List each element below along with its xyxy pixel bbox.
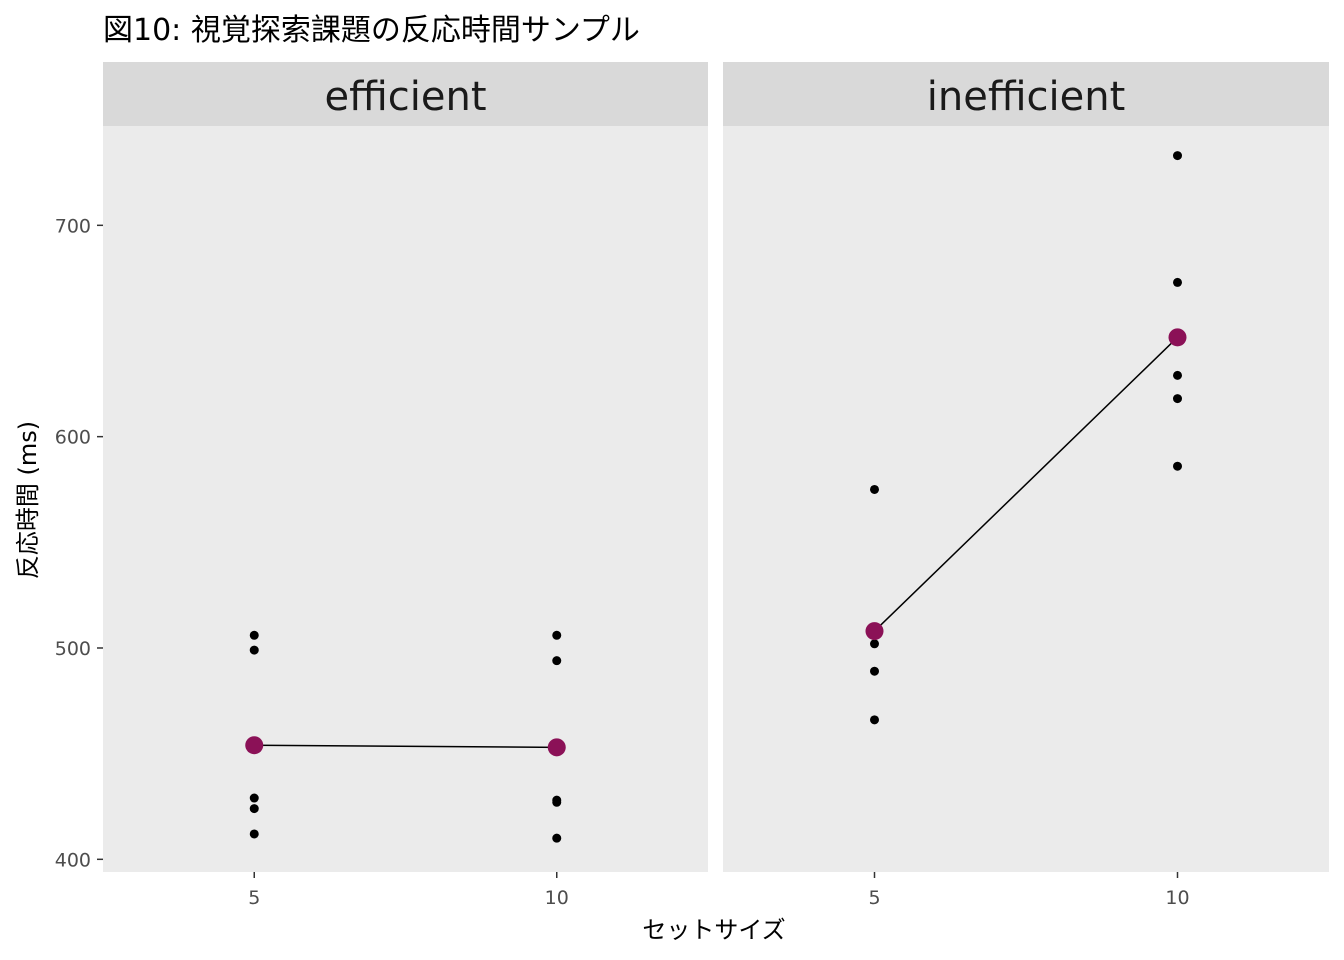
data-point bbox=[870, 484, 879, 494]
data-point bbox=[552, 630, 562, 640]
data-point bbox=[552, 656, 562, 666]
y-tick-label: 400 bbox=[55, 849, 91, 871]
x-tick-label: 10 bbox=[1165, 887, 1189, 909]
data-point bbox=[552, 797, 562, 807]
y-tick-label: 600 bbox=[55, 427, 91, 449]
x-tick-label: 5 bbox=[868, 887, 880, 909]
strip-inefficient bbox=[723, 62, 1329, 126]
y-axis: 400 500 600 700 bbox=[55, 215, 103, 871]
x-tick-label: 5 bbox=[248, 887, 260, 909]
mean-point bbox=[547, 738, 566, 757]
x-axis: 5 10 5 10 bbox=[248, 872, 1190, 909]
panel-background-inefficient bbox=[723, 126, 1329, 872]
data-point bbox=[870, 639, 879, 649]
strip-label-efficient: efficient bbox=[324, 74, 486, 120]
panel-background-efficient bbox=[103, 126, 708, 872]
data-point bbox=[1173, 151, 1182, 161]
mean-line bbox=[254, 744, 557, 749]
mean-point bbox=[245, 736, 264, 755]
data-point bbox=[249, 645, 259, 655]
panel-efficient: efficient bbox=[103, 62, 708, 872]
data-point bbox=[249, 793, 259, 803]
mean-line bbox=[873, 336, 1179, 632]
mean-point bbox=[1168, 328, 1187, 347]
data-point bbox=[249, 630, 259, 640]
y-tick-label: 500 bbox=[55, 638, 91, 660]
strip-efficient bbox=[103, 62, 708, 126]
x-tick-label: 10 bbox=[545, 887, 569, 909]
mean-point bbox=[865, 622, 884, 641]
marks-inefficient bbox=[865, 151, 1187, 725]
y-axis-title: 反応時間 (ms) bbox=[14, 421, 42, 579]
strip-label-inefficient: inefficient bbox=[927, 74, 1126, 120]
data-point bbox=[249, 804, 259, 814]
panel-inefficient: inefficient bbox=[723, 62, 1329, 872]
data-point bbox=[870, 715, 879, 725]
data-point bbox=[249, 829, 259, 839]
data-point bbox=[1173, 370, 1182, 380]
chart-title: 図10: 視覚探索課題の反応時間サンプル bbox=[103, 13, 640, 48]
data-point bbox=[552, 833, 562, 843]
data-point bbox=[1173, 277, 1182, 287]
data-point bbox=[1173, 461, 1182, 471]
y-tick-label: 700 bbox=[55, 215, 91, 237]
marks-efficient bbox=[245, 630, 566, 843]
data-point bbox=[870, 666, 879, 676]
x-axis-title: セットサイズ bbox=[642, 916, 785, 944]
data-point bbox=[1173, 394, 1182, 404]
